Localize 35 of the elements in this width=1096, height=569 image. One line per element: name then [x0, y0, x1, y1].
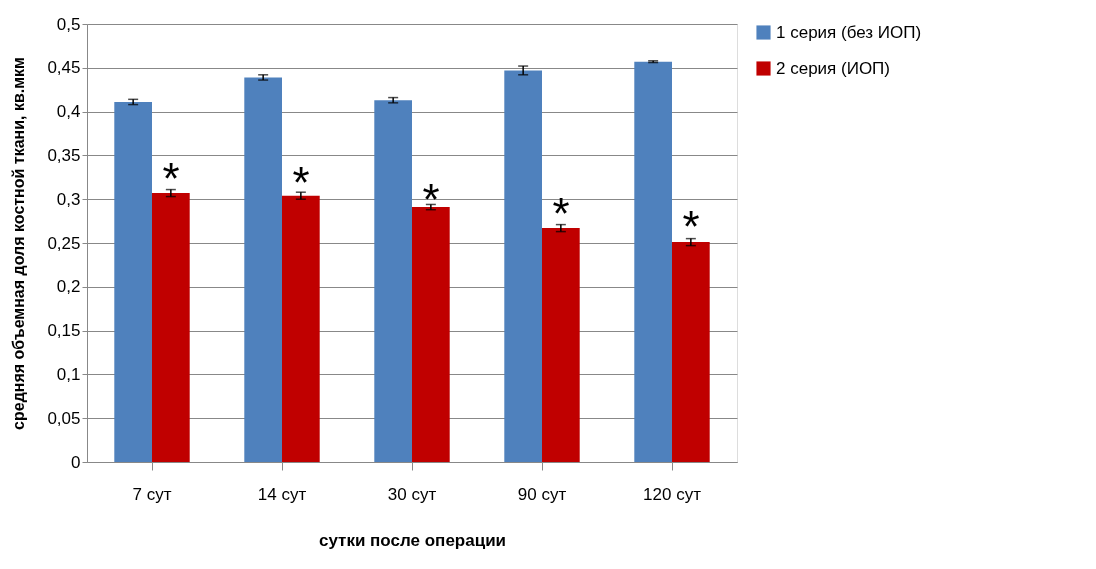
annotation: *: [162, 153, 180, 203]
y-tick-label: 0,5: [56, 14, 81, 34]
y-tick-label: 0,4: [56, 102, 81, 122]
x-tick-label: 14 сут: [257, 484, 307, 504]
x-tick-label: 30 сут: [387, 484, 437, 504]
bar: [282, 195, 320, 462]
y-tick-label: 0,45: [47, 58, 81, 78]
bar: [244, 77, 282, 462]
x-axis-title: сутки после операции: [318, 530, 507, 550]
bar: [114, 101, 152, 462]
annotation: *: [552, 188, 570, 238]
y-tick-label: 0,2: [56, 277, 81, 297]
x-tick-label: 7 сут: [132, 484, 172, 504]
y-tick-label: 0,1: [56, 364, 81, 384]
y-tick-label: 0,25: [47, 233, 81, 253]
y-tick-label: 0,35: [47, 145, 81, 165]
annotation: *: [682, 201, 700, 251]
bar: [634, 61, 672, 462]
y-tick-label: 0,05: [47, 408, 81, 428]
legend-label: 1 серия (без ИОП): [776, 22, 922, 42]
bar: [504, 70, 542, 462]
annotation: *: [422, 175, 440, 225]
y-tick-label: 0,3: [56, 189, 81, 209]
x-tick-label: 120 сут: [643, 484, 702, 504]
bar: [412, 207, 450, 462]
bar: [542, 228, 580, 462]
bar: [672, 242, 710, 462]
bar: [374, 100, 412, 462]
annotation: *: [292, 157, 310, 207]
x-tick-label: 90 сут: [517, 484, 567, 504]
bar: [152, 193, 190, 462]
y-axis-title: средняя объемная доля костной ткани, кв.мкм: [10, 57, 28, 430]
legend-label: 2 серия (ИОП): [776, 58, 890, 78]
y-tick-label: 0: [71, 452, 81, 472]
y-tick-label: 0,15: [47, 321, 81, 341]
